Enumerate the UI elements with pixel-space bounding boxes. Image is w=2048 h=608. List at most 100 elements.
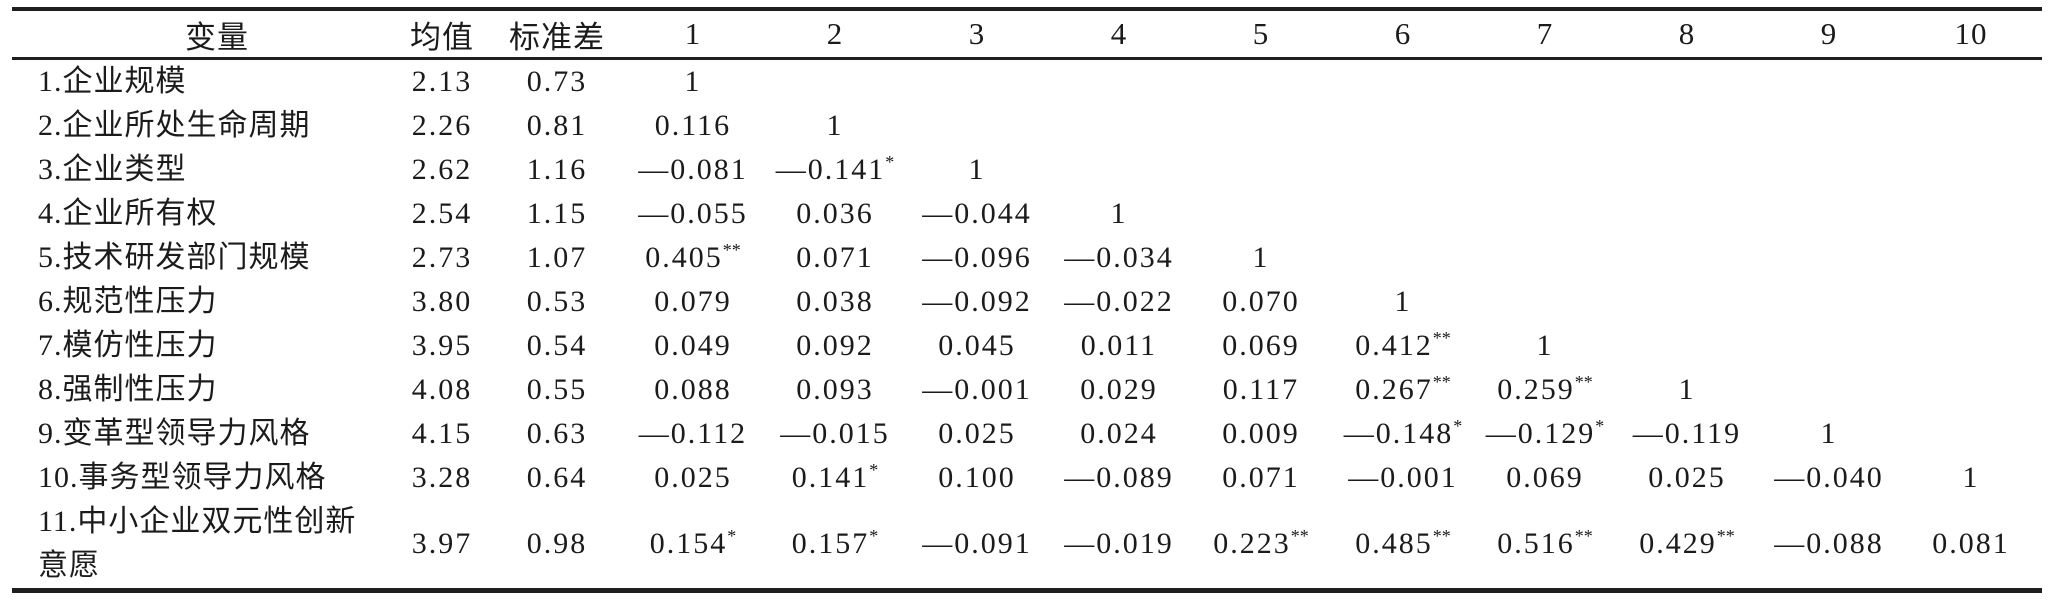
- significance-stars: *: [885, 152, 895, 172]
- header-col-8: 8: [1616, 9, 1758, 60]
- corr-6-5: 0.070: [1222, 285, 1300, 318]
- header-col-4: 4: [1048, 9, 1190, 60]
- corr-8-7: 0.259**: [1497, 372, 1593, 406]
- significance-stars: **: [1716, 526, 1735, 546]
- significance-stars: **: [1574, 526, 1593, 546]
- corr-8-4: 0.029: [1080, 373, 1158, 406]
- sd-value: 1.07: [526, 241, 588, 274]
- corr-1-5: [1190, 59, 1332, 105]
- correlation-table: 变量 均值 标准差 1 2 3 4 5 6 7 8 9 10 1.企业规模 2.1…: [12, 7, 2042, 593]
- corr-1-6: [1332, 59, 1474, 105]
- corr-4-3: —0.044: [922, 197, 1032, 230]
- mean-value: 4.08: [411, 373, 473, 406]
- variable-label: 1.企业规模: [38, 65, 187, 98]
- corr-5-4: —0.034: [1064, 241, 1174, 274]
- corr-5-6: [1332, 236, 1474, 280]
- mean-value: 3.28: [411, 461, 473, 494]
- corr-4-6: [1332, 192, 1474, 236]
- sd-value: 1.16: [526, 153, 588, 186]
- significance-stars: *: [869, 526, 879, 546]
- corr-9-1: —0.112: [638, 417, 748, 450]
- corr-4-4: 1: [1110, 197, 1128, 230]
- corr-10-1: 0.025: [654, 461, 732, 494]
- variable-label: 9.变革型领导力风格: [38, 417, 311, 450]
- corr-4-9: [1758, 192, 1900, 236]
- corr-2-7: [1474, 104, 1616, 148]
- variable-label: 4.企业所有权: [38, 197, 218, 230]
- corr-7-2: 0.092: [796, 329, 874, 362]
- significance-stars: **: [1290, 526, 1309, 546]
- corr-2-1: 0.116: [654, 109, 732, 142]
- mean-value: 2.26: [411, 109, 473, 142]
- corr-11-4: —0.019: [1064, 527, 1174, 560]
- corr-6-9: [1758, 280, 1900, 324]
- corr-3-5: [1190, 148, 1332, 192]
- table-row-1: 1.企业规模 2.13 0.73 1: [12, 59, 2042, 105]
- mean-value: 3.97: [411, 527, 473, 560]
- header-row: 变量 均值 标准差 1 2 3 4 5 6 7 8 9 10: [12, 9, 2042, 60]
- corr-11-6: 0.485**: [1355, 526, 1451, 560]
- corr-7-5: 0.069: [1222, 329, 1300, 362]
- table-row-9: 9.变革型领导力风格 4.15 0.63 —0.112 —0.015 0.025 0.024…: [12, 412, 2042, 456]
- header-col-1: 1: [622, 9, 764, 60]
- corr-10-7: 0.069: [1506, 461, 1584, 494]
- significance-stars: *: [1453, 416, 1463, 436]
- corr-11-1: 0.154*: [649, 526, 737, 560]
- corr-2-6: [1332, 104, 1474, 148]
- corr-2-2: 1: [826, 109, 844, 142]
- corr-10-8: 0.025: [1648, 461, 1726, 494]
- significance-stars: **: [722, 240, 741, 260]
- corr-6-6: 1: [1394, 285, 1412, 318]
- sd-value: 0.53: [526, 285, 588, 318]
- corr-11-5: 0.223**: [1213, 526, 1309, 560]
- sd-value: 1.15: [526, 197, 588, 230]
- corr-7-6: 0.412**: [1355, 328, 1451, 362]
- corr-10-9: —0.040: [1774, 461, 1884, 494]
- corr-9-4: 0.024: [1080, 417, 1158, 450]
- header-col-9: 9: [1758, 9, 1900, 60]
- significance-stars: **: [1432, 526, 1451, 546]
- corr-2-5: [1190, 104, 1332, 148]
- corr-6-7: [1474, 280, 1616, 324]
- corr-5-7: [1474, 236, 1616, 280]
- significance-stars: **: [1574, 372, 1593, 392]
- mean-value: 3.95: [411, 329, 473, 362]
- corr-9-2: —0.015: [780, 417, 890, 450]
- mean-value: 2.54: [411, 197, 473, 230]
- variable-label: 10.事务型领导力风格: [38, 461, 327, 494]
- corr-6-4: —0.022: [1064, 285, 1174, 318]
- corr-9-8: —0.119: [1632, 417, 1742, 450]
- variable-label: 7.模仿性压力: [38, 329, 218, 362]
- corr-9-6: —0.148*: [1343, 416, 1463, 450]
- corr-2-9: [1758, 104, 1900, 148]
- corr-1-2: [764, 59, 906, 105]
- corr-7-9: [1758, 324, 1900, 368]
- corr-10-5: 0.071: [1222, 461, 1300, 494]
- corr-8-9: [1758, 368, 1900, 412]
- variable-label: 5.技术研发部门规模: [38, 241, 311, 274]
- corr-9-5: 0.009: [1222, 417, 1300, 450]
- corr-1-7: [1474, 59, 1616, 105]
- corr-1-10: [1900, 59, 2042, 105]
- sd-value: 0.64: [526, 461, 588, 494]
- header-col-10: 10: [1900, 9, 2042, 60]
- corr-2-8: [1616, 104, 1758, 148]
- corr-3-4: [1048, 148, 1190, 192]
- corr-3-8: [1616, 148, 1758, 192]
- corr-4-8: [1616, 192, 1758, 236]
- corr-4-10: [1900, 192, 2042, 236]
- mean-value: 2.62: [411, 153, 473, 186]
- header-mean: 均值: [392, 9, 492, 60]
- corr-2-10: [1900, 104, 2042, 148]
- corr-6-3: —0.092: [922, 285, 1032, 318]
- table-row-3: 3.企业类型 2.62 1.16 —0.081 —0.141* 1: [12, 148, 2042, 192]
- corr-4-7: [1474, 192, 1616, 236]
- corr-8-8: 1: [1678, 373, 1696, 406]
- corr-3-9: [1758, 148, 1900, 192]
- corr-8-3: —0.001: [922, 373, 1032, 406]
- mean-value: 2.13: [411, 65, 473, 98]
- corr-6-8: [1616, 280, 1758, 324]
- mean-value: 4.15: [411, 417, 473, 450]
- variable-label: 2.企业所处生命周期: [38, 109, 311, 142]
- sd-value: 0.55: [526, 373, 588, 406]
